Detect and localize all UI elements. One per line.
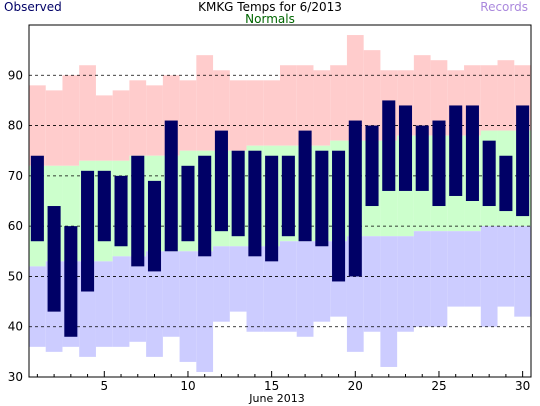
observed-bar <box>348 120 362 277</box>
record-high-band <box>263 80 280 146</box>
record-low-band <box>497 226 515 307</box>
record-low-band <box>447 231 465 307</box>
x-axis-title: June 2013 <box>248 392 304 405</box>
record-low-band <box>213 246 230 322</box>
record-high-band <box>79 65 96 161</box>
record-low-band <box>514 226 531 317</box>
x-tick-label: 20 <box>348 379 363 393</box>
record-high-band <box>246 80 264 146</box>
observed-bar <box>164 120 178 252</box>
record-low-band <box>296 241 314 337</box>
observed-bar <box>231 150 245 237</box>
record-low-band <box>95 261 113 347</box>
y-tick-label: 60 <box>8 219 23 233</box>
x-tick-label: 10 <box>180 379 195 393</box>
record-high-band <box>62 75 80 166</box>
record-low-band <box>280 241 297 332</box>
x-tick-label: 30 <box>515 379 530 393</box>
record-low-band <box>162 251 180 337</box>
observed-bar <box>97 170 111 242</box>
observed-bar <box>114 175 128 247</box>
record-high-band <box>330 65 347 141</box>
record-low-band <box>413 231 431 327</box>
record-low-band <box>196 251 214 372</box>
record-high-band <box>280 65 297 146</box>
y-tick-label: 40 <box>8 320 23 334</box>
observed-bar <box>147 180 162 272</box>
observed-bar <box>214 130 228 232</box>
record-low-band <box>229 246 247 312</box>
legend-records: Records <box>480 0 528 14</box>
observed-bar <box>415 125 429 191</box>
y-tick-label: 30 <box>8 370 23 384</box>
x-tick-label: 25 <box>431 379 446 393</box>
record-low-band <box>263 246 280 332</box>
record-high-band <box>196 55 214 151</box>
record-high-band <box>45 90 63 166</box>
record-low-band <box>112 256 130 347</box>
observed-bar <box>131 155 145 267</box>
record-high-band <box>95 95 113 161</box>
record-low-band <box>363 236 381 332</box>
y-tick-label: 50 <box>8 269 23 283</box>
record-low-band <box>313 241 331 322</box>
observed-bar <box>482 140 496 207</box>
observed-bar <box>465 105 479 201</box>
record-low-band <box>380 236 398 367</box>
y-tick-label: 80 <box>8 119 23 133</box>
y-tick-label: 70 <box>8 169 23 183</box>
observed-bar <box>198 155 212 257</box>
y-tick-label: 90 <box>8 68 23 82</box>
x-tick-label: 5 <box>100 379 108 393</box>
x-tick-label: 15 <box>264 379 279 393</box>
observed-bar <box>81 170 95 292</box>
observed-bar <box>398 105 413 191</box>
observed-bar <box>30 155 44 242</box>
record-high-band <box>346 35 364 141</box>
observed-bar <box>315 150 329 247</box>
observed-bar <box>382 100 396 191</box>
record-low-band <box>397 236 414 332</box>
observed-bar <box>47 206 61 312</box>
record-high-band <box>480 65 498 131</box>
record-high-band <box>497 60 515 131</box>
observed-bar <box>432 120 446 207</box>
observed-bar <box>265 155 279 262</box>
record-high-band <box>363 50 381 141</box>
observed-bar <box>449 105 463 196</box>
observed-bar <box>365 125 379 207</box>
record-low-band <box>129 256 147 342</box>
observed-bar <box>248 150 262 257</box>
observed-bar <box>332 150 346 282</box>
record-high-band <box>430 60 448 136</box>
record-low-band <box>179 251 197 362</box>
record-low-band <box>246 246 264 332</box>
record-low-band <box>146 251 163 357</box>
record-high-band <box>129 80 147 156</box>
observed-bar <box>499 155 513 212</box>
record-high-band <box>413 55 431 136</box>
record-low-band <box>430 231 448 327</box>
record-high-band <box>229 80 247 151</box>
observed-bars <box>30 100 530 337</box>
observed-bar <box>181 165 195 242</box>
observed-bar <box>298 130 312 242</box>
legend-normals: Normals <box>245 12 295 26</box>
record-high-band <box>313 70 331 146</box>
observed-bar <box>516 105 530 217</box>
axes-layer: 5 10 15 20 25 30 30 40 50 60 70 80 90 <box>8 24 532 393</box>
record-low-band <box>480 226 498 327</box>
observed-bar <box>281 155 295 237</box>
chart-title: KMKG Temps for 6/2013 <box>198 0 342 14</box>
record-low-band <box>29 266 46 347</box>
legend-observed: Observed <box>4 0 62 14</box>
plot-frame <box>28 24 532 378</box>
record-high-band <box>146 85 163 156</box>
record-low-band <box>464 231 481 307</box>
observed-bar <box>64 226 78 337</box>
record-high-band <box>179 80 197 151</box>
